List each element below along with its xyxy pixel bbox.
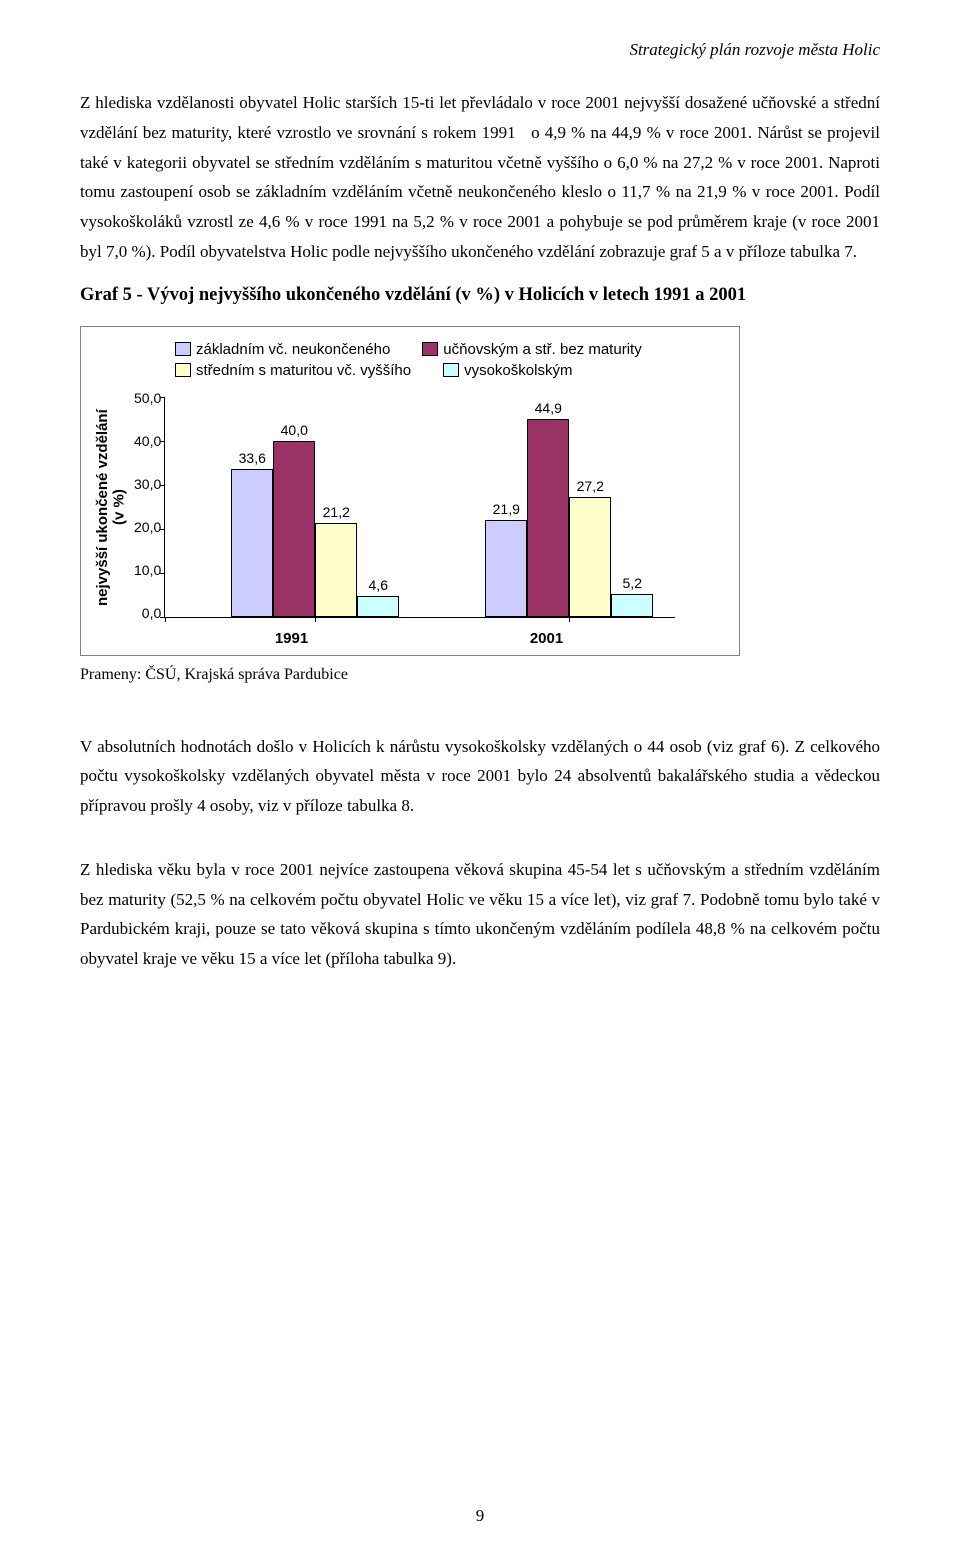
x-label: 2001 xyxy=(419,630,674,647)
bar-label: 44,9 xyxy=(535,400,562,416)
bar-label: 40,0 xyxy=(281,422,308,438)
y-tick: 30,0 xyxy=(134,476,161,492)
page-number: 9 xyxy=(0,1506,960,1526)
page-header: Strategický plán rozvoje města Holic xyxy=(80,40,880,60)
y-tick: 20,0 xyxy=(134,519,161,535)
bar xyxy=(273,441,315,617)
legend-item-1: základním vč. neukončeného xyxy=(175,341,390,358)
swatch-2 xyxy=(422,342,438,356)
chart-title: Graf 5 - Vývoj nejvyššího ukončeného vzd… xyxy=(80,285,880,306)
bar-label: 21,2 xyxy=(323,504,350,520)
paragraph-3: Z hlediska věku byla v roce 2001 nejvíce… xyxy=(80,855,880,974)
legend-item-2: učňovským a stř. bez maturity xyxy=(422,341,641,358)
legend-label-4: vysokoškolským xyxy=(464,362,572,379)
bar xyxy=(611,594,653,617)
y-axis-ticks: 50,0 40,0 30,0 20,0 10,0 0,0 xyxy=(134,390,161,621)
bar-label: 33,6 xyxy=(239,450,266,466)
bar xyxy=(485,520,527,616)
bar xyxy=(231,469,273,617)
y-tick: 40,0 xyxy=(134,433,161,449)
chart-container: základním vč. neukončeného učňovským a s… xyxy=(80,326,740,656)
swatch-3 xyxy=(175,363,191,377)
swatch-1 xyxy=(175,342,191,356)
bar-label: 5,2 xyxy=(623,575,642,591)
bar xyxy=(527,419,569,617)
paragraph-1: Z hlediska vzdělanosti obyvatel Holic st… xyxy=(80,88,880,267)
bar-label: 4,6 xyxy=(369,577,388,593)
legend-label-2: učňovským a stř. bez maturity xyxy=(443,341,641,358)
swatch-4 xyxy=(443,363,459,377)
y-tick: 0,0 xyxy=(142,605,161,621)
paragraph-2: V absolutních hodnotách došlo v Holicích… xyxy=(80,732,880,821)
y-tick: 10,0 xyxy=(134,562,161,578)
legend-label-1: základním vč. neukončeného xyxy=(196,341,390,358)
legend-label-3: středním s maturitou vč. vyššího xyxy=(196,362,411,379)
chart-plot: 33,6 40,0 21,2 4,6 21,9 44,9 27,2 5,2 xyxy=(164,397,675,618)
bar-label: 21,9 xyxy=(493,501,520,517)
y-axis-label: nejvyšší ukončené vzdělání(v %) xyxy=(95,397,128,618)
bar xyxy=(357,596,399,616)
bar-label: 27,2 xyxy=(577,478,604,494)
chart-source: Prameny: ČSÚ, Krajská správa Pardubice xyxy=(80,666,880,684)
chart-legend: základním vč. neukončeného učňovským a s… xyxy=(175,341,725,379)
bar xyxy=(315,523,357,616)
bar xyxy=(569,497,611,617)
legend-item-3: středním s maturitou vč. vyššího xyxy=(175,362,411,379)
y-tick: 50,0 xyxy=(134,390,161,406)
x-axis-labels: 19912001 xyxy=(164,630,674,647)
x-label: 1991 xyxy=(164,630,419,647)
legend-item-4: vysokoškolským xyxy=(443,362,572,379)
